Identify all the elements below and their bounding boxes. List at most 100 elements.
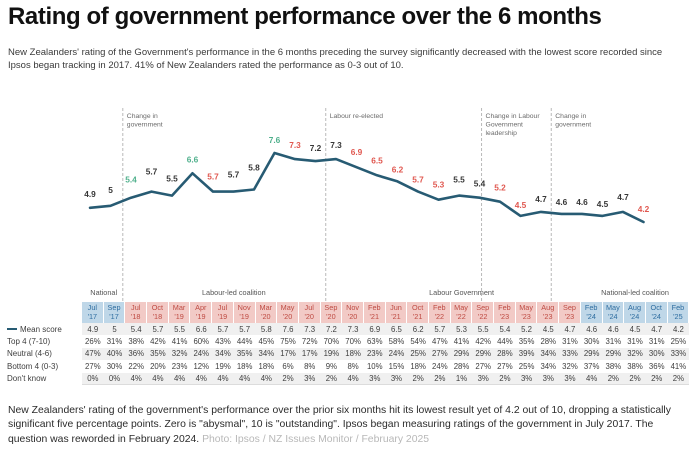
- column-header-text: May: [605, 302, 620, 312]
- group-label: National: [90, 288, 118, 297]
- table-cell: 37%: [583, 361, 600, 371]
- data-label: 4.6: [556, 197, 568, 207]
- table-cell: 4%: [125, 372, 148, 385]
- event-label: Change in: [555, 113, 586, 120]
- data-label: 5.2: [494, 183, 506, 193]
- column-header-text: Feb: [498, 302, 511, 312]
- column-header-text: '24: [629, 311, 640, 321]
- column-header: May '24: [602, 302, 625, 323]
- event-label: Government: [486, 122, 524, 129]
- column-header-text: '17: [87, 311, 98, 321]
- column-header-text: '20: [282, 311, 293, 321]
- column-header: Aug '23: [537, 302, 560, 323]
- row-label: Don't know: [7, 374, 47, 384]
- column-header: Jul '20: [298, 302, 321, 323]
- column-header-text: '21: [369, 311, 380, 321]
- column-header-text: Jun: [390, 302, 402, 312]
- table-cell: 24%: [190, 347, 213, 361]
- column-header: May '22: [450, 302, 473, 323]
- column-header-text: '19: [239, 311, 249, 321]
- mean-score-line: [88, 151, 645, 224]
- column-header-text: '22: [456, 311, 466, 321]
- table-cell: 45%: [258, 337, 275, 347]
- table-cell: 12%: [193, 361, 210, 371]
- table-cell: 18%: [236, 361, 253, 371]
- table-cell: 6.5: [385, 323, 408, 336]
- table-cell: 25%: [518, 361, 535, 371]
- data-label: 5.7: [412, 175, 424, 185]
- table-cell: 29%: [602, 347, 625, 361]
- caption: New Zealanders' rating of the government…: [8, 404, 692, 447]
- data-label: 4.9: [84, 189, 96, 199]
- column-header: Sep '23: [559, 302, 581, 323]
- table-cell: 10%: [366, 361, 383, 371]
- table-cell: 27%: [429, 347, 451, 361]
- table-cell: 5.8: [255, 323, 278, 336]
- table-cell: 24%: [432, 361, 448, 371]
- table-cell: 2%: [277, 372, 299, 385]
- table-cell: 31%: [627, 337, 643, 347]
- table-cell: 47%: [82, 347, 104, 361]
- column-header-text: Jul: [131, 302, 141, 312]
- data-table: National Labour-led coalition Labour Gover…: [5, 283, 690, 385]
- table-cell: 4%: [190, 372, 213, 385]
- table-cell: 18%: [342, 347, 364, 361]
- table-cell: 32%: [168, 347, 191, 361]
- data-label: 6.5: [371, 155, 383, 165]
- column-header-text: '22: [434, 311, 445, 321]
- table-cell: 4%: [233, 372, 256, 385]
- table-cell: 7.3: [342, 323, 364, 336]
- column-header: Feb '21: [363, 302, 386, 323]
- table-cell: 31%: [562, 337, 578, 347]
- table-cell: 63%: [366, 337, 383, 347]
- table-cell: 4.5: [624, 323, 646, 336]
- column-header: Nov '20: [342, 302, 364, 323]
- table-cell: 29%: [472, 347, 495, 361]
- table-cell: 30%: [106, 361, 123, 371]
- column-header: Apr '19: [190, 302, 213, 323]
- column-header-text: Sep: [324, 302, 338, 312]
- group-label: Labour-led coalition: [201, 288, 266, 297]
- page-title: Rating of government performance over th…: [8, 3, 602, 30]
- table-cell: 32%: [562, 361, 578, 371]
- table-cell: 42%: [150, 337, 166, 347]
- data-label: 5.4: [474, 179, 486, 189]
- column-header-text: Oct: [650, 302, 662, 312]
- table-cell: 72%: [301, 337, 318, 347]
- table-cell: 54%: [410, 337, 426, 347]
- table-cell: 44%: [236, 337, 253, 347]
- column-header-text: '24: [608, 311, 618, 321]
- table-cell: 3%: [385, 372, 408, 385]
- table-cell: 33%: [559, 347, 581, 361]
- table-cell: 6.6: [190, 323, 213, 336]
- column-header-text: '23: [564, 311, 575, 321]
- table-cell: 25%: [670, 337, 687, 347]
- column-header-text: May: [519, 302, 533, 312]
- column-header-text: Mar: [172, 302, 186, 312]
- table-cell: 5.3: [450, 323, 473, 336]
- table-cell: 5: [103, 323, 126, 336]
- table-cell: 5.4: [494, 323, 516, 336]
- table-cell: 29%: [580, 347, 603, 361]
- column-header-text: '20: [347, 311, 358, 321]
- column-header: Oct '24: [645, 302, 668, 323]
- data-label: 5.4: [125, 175, 137, 185]
- table-cell: 17%: [277, 347, 299, 361]
- table-cell: 9%: [325, 361, 338, 371]
- table-cell: 18%: [258, 361, 275, 371]
- column-header-text: Apr: [195, 302, 207, 312]
- table-cell: 60%: [193, 337, 210, 347]
- column-header-text: Oct: [411, 302, 424, 312]
- column-header: Sep '17: [103, 302, 126, 323]
- table-cell: 30%: [645, 347, 668, 361]
- column-header-text: '19: [217, 311, 228, 321]
- table-cell: 41%: [453, 337, 470, 347]
- table-cell: 4.7: [645, 323, 668, 336]
- column-header-text: '24: [651, 311, 661, 321]
- data-label: 7.3: [330, 140, 342, 150]
- column-header-text: Oct: [151, 302, 164, 312]
- column-header-text: '23: [543, 311, 553, 321]
- column-header-text: Aug: [541, 302, 555, 312]
- table-cell: 22%: [128, 361, 145, 371]
- table-cell: 6%: [282, 361, 294, 371]
